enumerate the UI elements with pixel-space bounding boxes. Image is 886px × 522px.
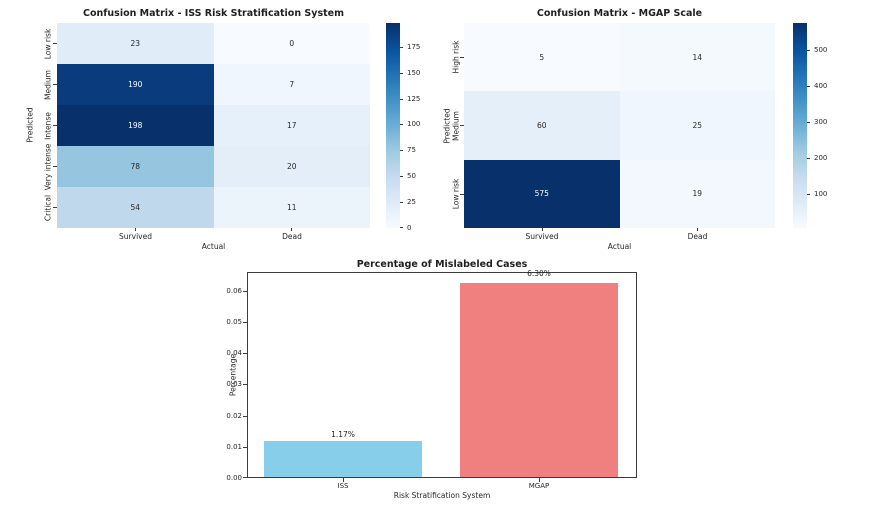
bar-ytickmark <box>243 477 247 478</box>
bar-ytickmark <box>243 416 247 417</box>
mgap-xtickmark <box>542 228 543 231</box>
mgap-cell-lowrisk-survived: 575 <box>464 159 620 228</box>
bar-value-mgap: 6.30% <box>527 269 551 278</box>
bar-x-axis-label: Risk Stratification System <box>393 491 491 500</box>
bar-ytick: 0.04 <box>226 349 242 357</box>
bar-xtick-iss: ISS <box>337 482 349 490</box>
iss-colorbar <box>386 23 400 228</box>
iss-chart-title: Confusion Matrix - ISS Risk Stratificati… <box>83 8 344 19</box>
mgap-cb-label: 100 <box>814 190 828 198</box>
iss-cb-label: 0 <box>407 224 412 232</box>
mgap-xtickmark <box>697 228 698 231</box>
iss-cell-medium-dead: 7 <box>213 64 370 105</box>
bar-ytick: 0.05 <box>226 318 242 326</box>
mgap-cb-label: 300 <box>814 118 828 126</box>
iss-xtickmark <box>135 228 136 231</box>
mgap-cb-label: 500 <box>814 46 828 54</box>
mgap-chart-title: Confusion Matrix - MGAP Scale <box>536 8 703 19</box>
iss-ytickmark <box>53 84 57 85</box>
iss-cell-lowrisk-dead: 0 <box>213 23 370 64</box>
bar-ytickmark <box>243 322 247 323</box>
mgap-cell-medium-dead: 25 <box>619 91 775 160</box>
iss-cell-intense-survived: 198 <box>57 105 214 146</box>
bar-value-iss: 1.17% <box>331 430 355 439</box>
bar-xtickmark <box>343 478 344 482</box>
mgap-ytickmark <box>460 125 464 126</box>
mgap-colorbar <box>793 23 807 228</box>
bar-ytickmark <box>243 353 247 354</box>
bar-ytickmark <box>243 447 247 448</box>
bar-ytick: 0.00 <box>226 474 242 482</box>
iss-cb-label: 75 <box>407 146 416 154</box>
mgap-cell-highrisk-dead: 14 <box>619 23 775 92</box>
mgap-ytickmark <box>460 57 464 58</box>
mgap-cb-label: 200 <box>814 154 828 162</box>
mgap-cb-tickmark <box>807 86 810 87</box>
iss-ytickmark <box>53 207 57 208</box>
bar-mgap <box>460 282 618 477</box>
mgap-heatmap: 5 14 60 25 575 19 <box>464 23 775 228</box>
bar-ytick: 0.03 <box>226 380 242 388</box>
iss-ytickmark <box>53 125 57 126</box>
iss-cb-label: 50 <box>407 172 416 180</box>
iss-cb-tickmark <box>400 150 403 151</box>
iss-cell-medium-survived: 190 <box>57 64 214 105</box>
mgap-ytickmark <box>460 194 464 195</box>
bar-ytick: 0.06 <box>226 287 242 295</box>
mgap-cb-tickmark <box>807 50 810 51</box>
iss-x-axis-label: Actual <box>201 242 226 251</box>
iss-cell-critical-survived: 54 <box>57 187 214 228</box>
iss-cell-critical-dead: 11 <box>213 187 370 228</box>
iss-heatmap: 23 0 190 7 198 17 78 20 54 11 <box>57 23 370 228</box>
iss-cell-veryintense-survived: 78 <box>57 146 214 187</box>
iss-ytickmark <box>53 43 57 44</box>
iss-cb-label: 175 <box>407 43 421 51</box>
iss-cell-lowrisk-survived: 23 <box>57 23 214 64</box>
bar-ytickmark <box>243 384 247 385</box>
iss-cb-label: 25 <box>407 198 416 206</box>
bar-ytick: 0.01 <box>226 443 242 451</box>
bar-iss <box>264 440 422 477</box>
bar-xtickmark <box>539 478 540 482</box>
iss-cb-label: 125 <box>407 95 421 103</box>
mgap-cell-lowrisk-dead: 19 <box>619 159 775 228</box>
iss-cb-tickmark <box>400 202 403 203</box>
iss-cb-tickmark <box>400 73 403 74</box>
bar-chart-title: Percentage of Mislabeled Cases <box>356 259 528 270</box>
iss-xtickmark <box>291 228 292 231</box>
iss-cb-tickmark <box>400 124 403 125</box>
mgap-cell-highrisk-survived: 5 <box>464 23 620 92</box>
iss-ytickmark <box>53 166 57 167</box>
mgap-cb-tickmark <box>807 194 810 195</box>
mgap-xtick-dead: Dead <box>687 232 708 241</box>
iss-cb-tickmark <box>400 47 403 48</box>
bar-ytick: 0.02 <box>226 412 242 420</box>
mgap-cb-tickmark <box>807 122 810 123</box>
bar-ytickmark <box>243 291 247 292</box>
mgap-x-axis-label: Actual <box>607 242 632 251</box>
bar-plot-area <box>247 272 637 478</box>
mgap-xtick-survived: Survived <box>525 232 559 241</box>
iss-cb-tickmark <box>400 99 403 100</box>
bar-xtick-mgap: MGAP <box>528 482 550 490</box>
iss-xtick-dead: Dead <box>282 232 302 241</box>
mgap-cb-tickmark <box>807 158 810 159</box>
iss-xtick-survived: Survived <box>119 232 152 241</box>
mgap-cell-medium-survived: 60 <box>464 91 620 160</box>
iss-cb-label: 150 <box>407 69 421 77</box>
iss-cell-veryintense-dead: 20 <box>213 146 370 187</box>
iss-cb-tickmark <box>400 176 403 177</box>
iss-cell-intense-dead: 17 <box>213 105 370 146</box>
iss-cb-tickmark <box>400 227 403 228</box>
iss-cb-label: 100 <box>407 120 421 128</box>
mgap-cb-label: 400 <box>814 82 828 90</box>
